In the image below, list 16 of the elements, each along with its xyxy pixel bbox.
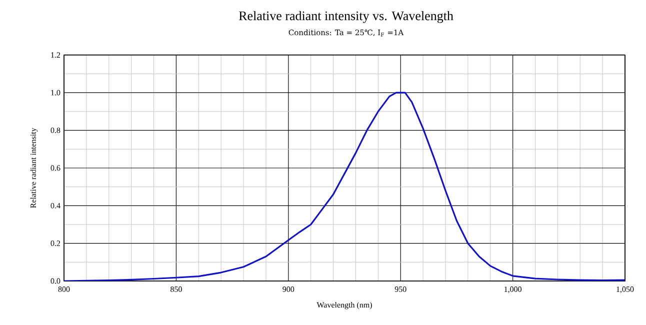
y-tick-label: 1.2 — [51, 52, 60, 58]
y-tick-label: 0.8 — [50, 128, 60, 134]
y-tick-label: 0.4 — [50, 202, 60, 208]
y-tick-label: 0.6 — [50, 165, 60, 171]
x-tick-label: 1,050 — [616, 286, 634, 294]
x-tick-label: 900 — [282, 286, 294, 292]
y-tick-label: 0.2 — [50, 240, 60, 246]
x-tick-label: 950 — [394, 286, 406, 292]
x-tick-label: 1,000 — [504, 286, 522, 294]
x-tick-label: 850 — [170, 286, 182, 292]
chart-title: Relative radiant intensity vs. Wavelength — [238, 11, 454, 23]
y-tick-label: 1.0 — [51, 90, 60, 96]
y-tick-label: 0.0 — [50, 278, 60, 284]
y-axis-title: Relative radiant intensity — [30, 128, 38, 208]
x-axis-title: Wavelength (nm) — [316, 302, 372, 310]
x-tick-label: 800 — [58, 286, 70, 292]
